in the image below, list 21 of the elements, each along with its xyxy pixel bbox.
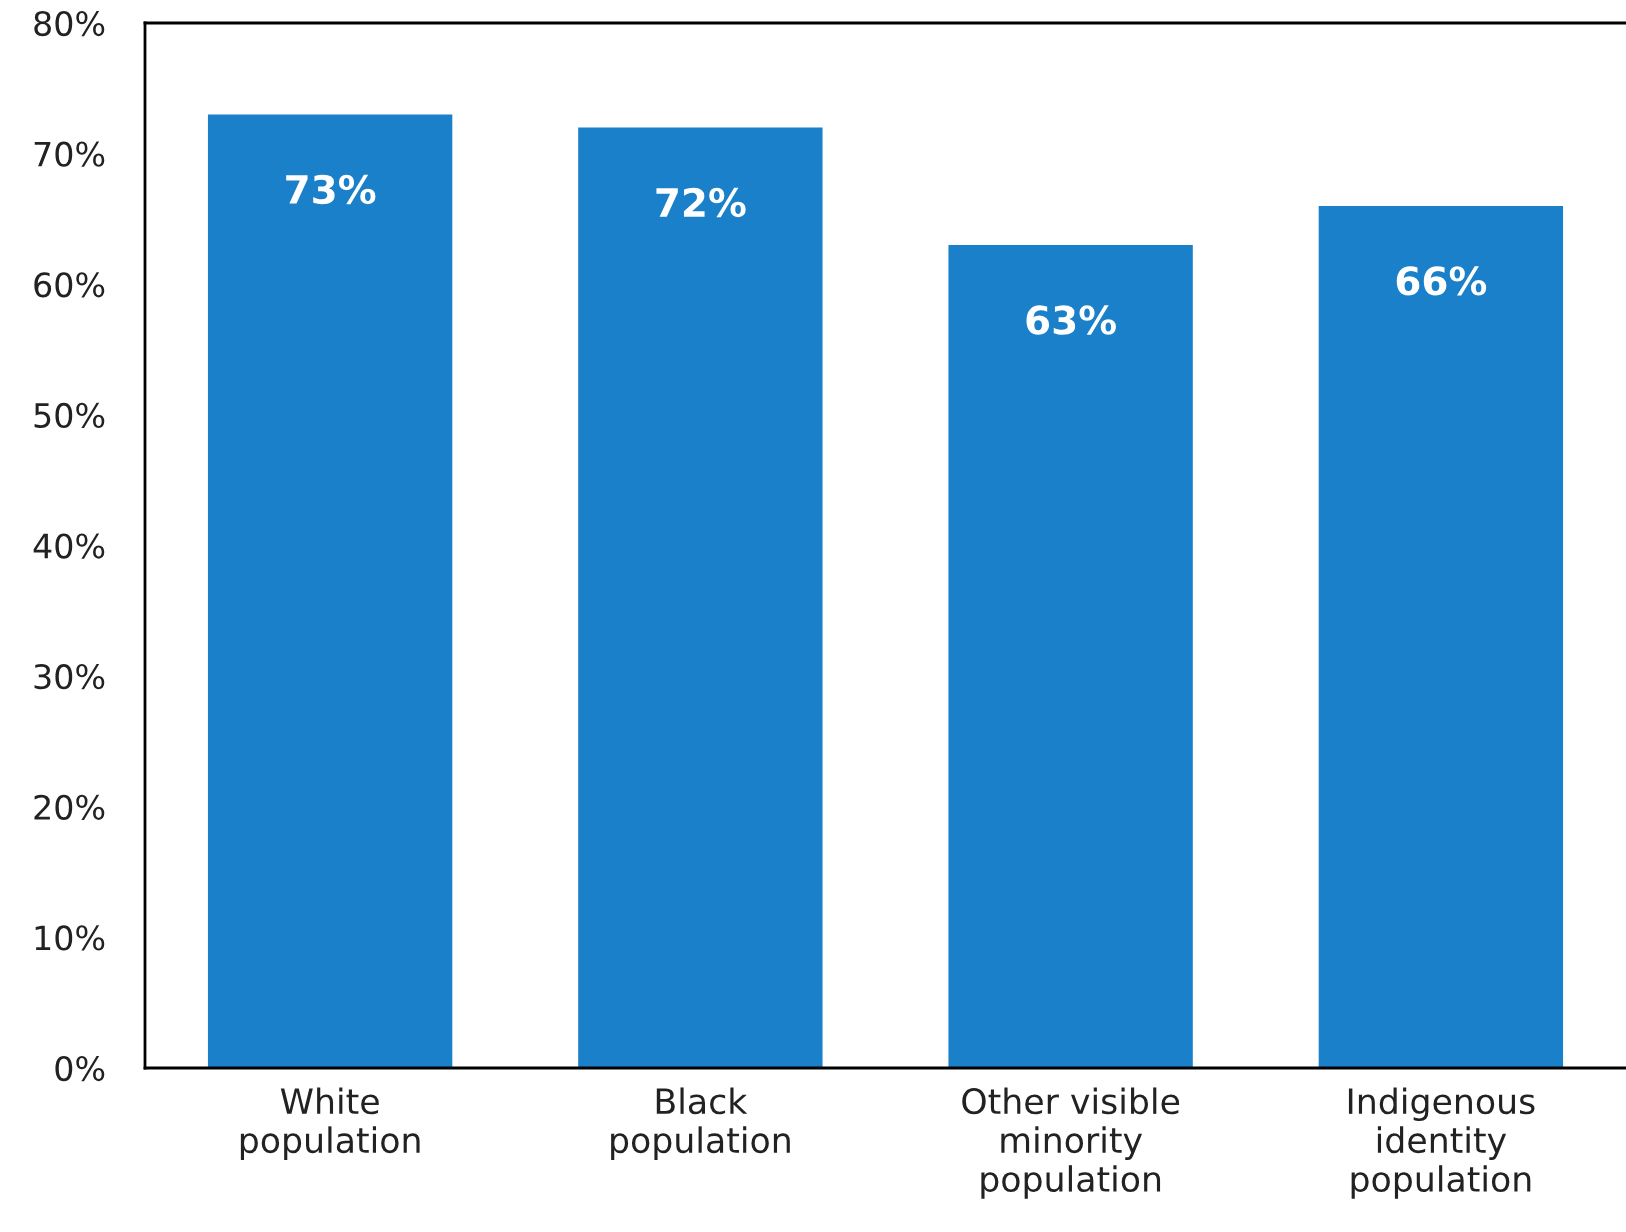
data-label: 63%: [1026, 305, 1116, 335]
bar: [1318, 205, 1564, 1068]
y-tick-label: 30%: [34, 664, 105, 690]
x-tick-label: Indigenous identity population: [1348, 1087, 1535, 1199]
y-tick-label: 80%: [34, 10, 105, 37]
bar: [948, 245, 1193, 1068]
data-label: 66%: [1396, 266, 1487, 296]
y-tick-label: 40%: [33, 533, 105, 559]
x-tick-label: White population: [240, 1087, 420, 1160]
y-tick-label: 0%: [55, 1055, 105, 1082]
data-label: 72%: [656, 187, 746, 218]
bar: [578, 127, 823, 1068]
x-tick-label: Other visible minority population: [962, 1087, 1180, 1199]
x-tick-label: Black population: [611, 1087, 790, 1160]
y-tick-label: 60%: [34, 272, 105, 298]
y-tick-label: 10%: [35, 925, 105, 951]
bar: [207, 114, 453, 1068]
y-tick-label: 20%: [34, 794, 105, 820]
data-label: 73%: [286, 174, 376, 205]
y-tick-label: 70%: [34, 141, 105, 167]
y-tick-label: 50%: [34, 402, 105, 429]
